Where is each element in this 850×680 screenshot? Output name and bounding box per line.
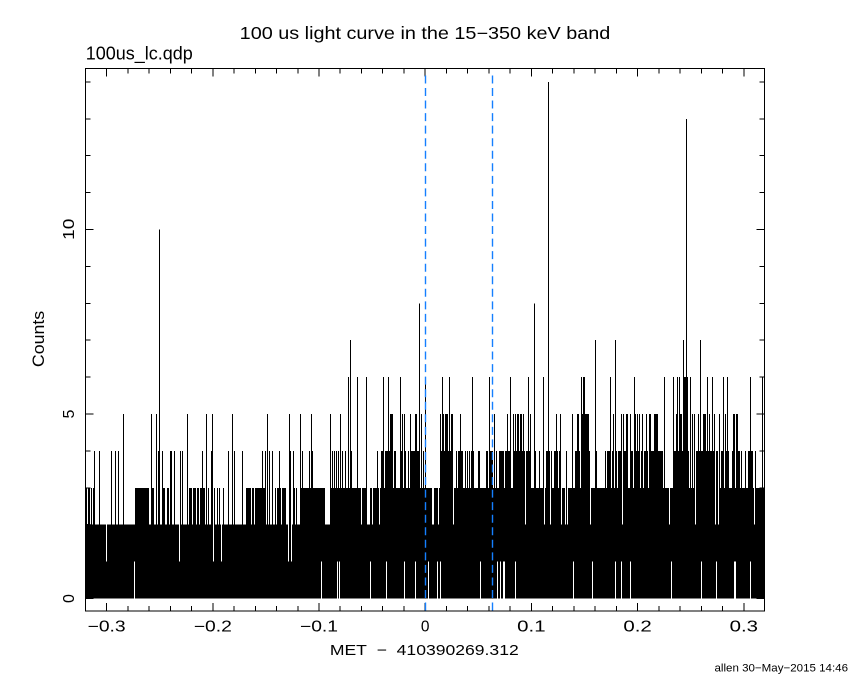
svg-text:0: 0	[421, 619, 430, 636]
svg-text:10: 10	[60, 219, 78, 240]
svg-text:−0.2: −0.2	[194, 619, 232, 636]
svg-text:0.2: 0.2	[623, 619, 651, 636]
svg-text:5: 5	[61, 409, 78, 418]
svg-text:allen 30−May−2015 14:46: allen 30−May−2015 14:46	[715, 663, 849, 675]
svg-text:100 us light curve in the 15−3: 100 us light curve in the 15−350 keV ban…	[240, 23, 611, 43]
svg-text:0.1: 0.1	[517, 619, 545, 636]
svg-text:−0.3: −0.3	[88, 619, 126, 636]
svg-text:−0.1: −0.1	[300, 619, 338, 636]
svg-text:MET − 410390269.312: MET − 410390269.312	[330, 643, 519, 659]
svg-text:100us_lc.qdp: 100us_lc.qdp	[86, 43, 193, 64]
svg-text:Counts: Counts	[30, 311, 48, 367]
svg-text:0: 0	[61, 594, 78, 603]
svg-text:0.3: 0.3	[730, 619, 758, 636]
